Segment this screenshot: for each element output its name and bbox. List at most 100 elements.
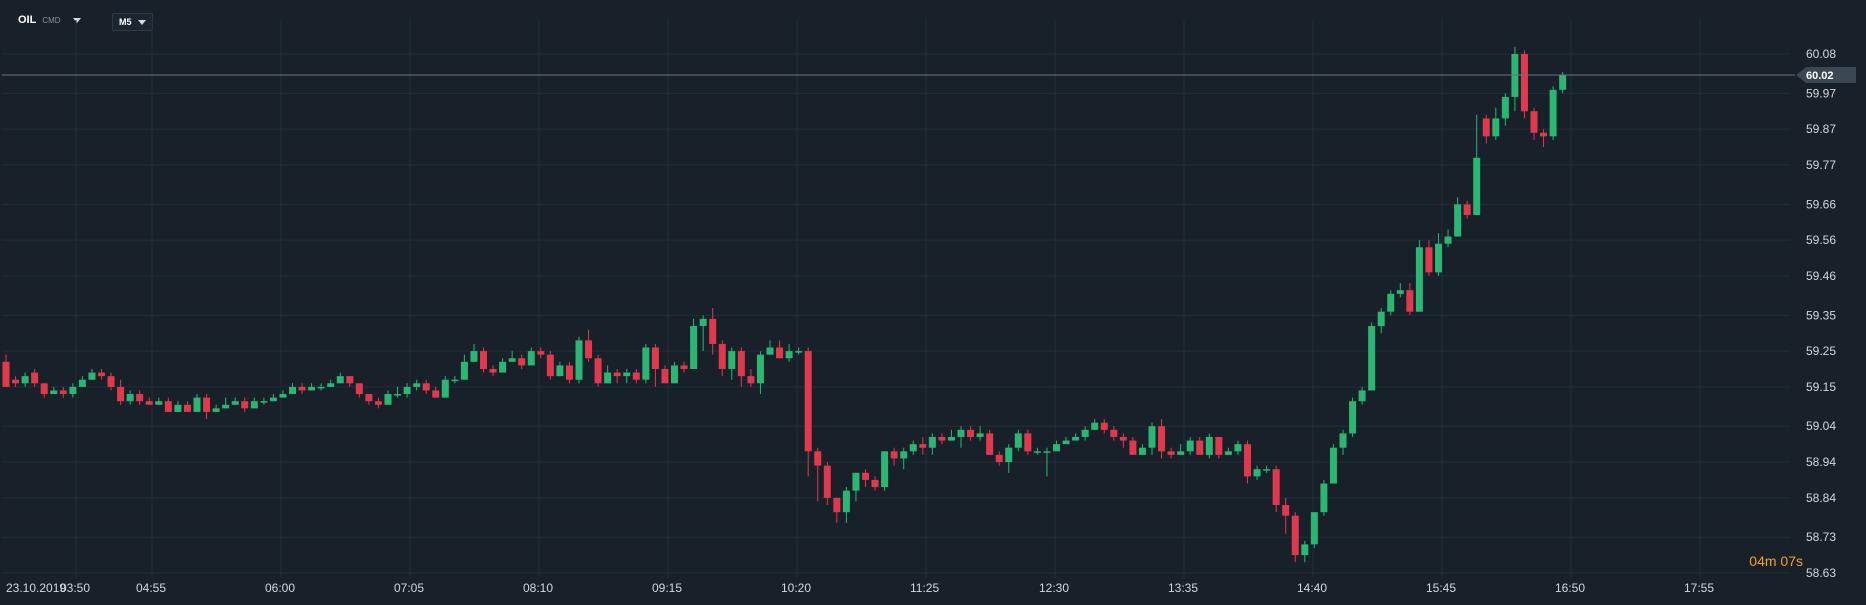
candle-body <box>1196 440 1204 455</box>
candle-body <box>632 372 640 380</box>
candle-body <box>1081 429 1089 437</box>
candle-body <box>12 379 20 384</box>
candle-body <box>747 376 755 384</box>
candle-body <box>909 444 917 452</box>
candle-body <box>1387 293 1395 312</box>
candle <box>1024 429 1032 455</box>
candle-body <box>1005 447 1013 463</box>
candle-body <box>183 404 191 412</box>
candle <box>2 354 10 387</box>
candle <box>785 343 793 362</box>
candle <box>1415 240 1423 312</box>
candle <box>1129 436 1137 455</box>
candle <box>308 383 316 391</box>
candle <box>499 358 507 373</box>
candle-body <box>1024 433 1032 452</box>
candle <box>1444 229 1452 248</box>
x-tick-label: 07:05 <box>394 581 424 595</box>
candle <box>909 440 917 455</box>
candle <box>155 397 163 405</box>
candle <box>842 487 850 523</box>
candle-body <box>336 376 344 384</box>
y-tick-label: 59.66 <box>1806 197 1836 211</box>
candle <box>413 379 421 391</box>
candle <box>661 365 669 384</box>
candle <box>871 476 879 491</box>
candle-body <box>1463 204 1471 216</box>
candle <box>1549 86 1557 140</box>
candle <box>1224 447 1232 455</box>
y-tick-label: 59.04 <box>1806 419 1836 433</box>
candle-body <box>1072 436 1080 441</box>
candle <box>289 383 296 395</box>
symbol-selector[interactable]: OIL CMD <box>18 14 81 26</box>
candle <box>250 397 258 409</box>
candle <box>203 394 211 420</box>
candle <box>957 426 965 448</box>
candle-body <box>480 351 487 369</box>
candle-body <box>174 404 182 412</box>
candle-body <box>833 497 841 513</box>
candle-body <box>623 372 631 377</box>
candle-body <box>145 401 153 405</box>
candle <box>1358 386 1366 405</box>
y-tick-label: 58.84 <box>1806 491 1836 505</box>
candle-body <box>308 386 316 391</box>
candle <box>976 426 984 441</box>
candle-body <box>1110 429 1118 437</box>
candle <box>317 383 325 391</box>
candle <box>737 347 745 387</box>
countdown-minutes-unit: m <box>1764 553 1777 569</box>
symbol-name: OIL <box>18 14 37 26</box>
candle-body <box>823 465 831 498</box>
candle-body <box>88 372 96 380</box>
candle-body <box>1186 440 1194 452</box>
candle-body <box>241 401 249 409</box>
candle-body <box>164 401 172 412</box>
candle <box>890 447 898 466</box>
candle-body <box>365 394 373 402</box>
candle-body <box>508 358 516 362</box>
candle-body <box>1177 451 1185 455</box>
candle-body <box>1244 444 1251 477</box>
candle <box>98 368 105 380</box>
candle <box>1215 436 1223 459</box>
candle <box>900 447 908 470</box>
candle-body <box>518 358 526 366</box>
candle <box>374 397 382 409</box>
candle <box>432 386 440 398</box>
candle-body <box>613 372 621 377</box>
candle-body <box>1033 451 1041 453</box>
candle-body <box>1272 469 1280 505</box>
candle-body <box>1444 236 1452 244</box>
candle-body <box>575 340 583 380</box>
candle-body <box>451 379 459 382</box>
chart-grid <box>2 20 1790 578</box>
candle-body <box>193 397 201 412</box>
candle-body <box>890 451 898 459</box>
candle-body <box>718 343 726 369</box>
candle <box>327 379 335 387</box>
price-axis[interactable]: 60.08 59.97 59.87 59.77 59.66 59.56 59.46 59.35… <box>1806 47 1836 580</box>
x-date-label: 23.10.2019 <box>6 581 66 595</box>
candle-body <box>1396 290 1404 294</box>
candle-body <box>1320 483 1328 513</box>
candle <box>928 433 936 455</box>
candle-body <box>1263 469 1271 471</box>
candle <box>651 343 659 387</box>
candle <box>709 308 717 355</box>
candle <box>537 347 545 359</box>
candle-body <box>594 358 602 384</box>
candle-body <box>117 386 125 402</box>
y-tick-label: 59.56 <box>1806 233 1836 247</box>
candle <box>613 368 621 384</box>
candle <box>1177 444 1185 455</box>
countdown-seconds-unit: s <box>1796 553 1803 569</box>
candle-body <box>78 379 86 387</box>
candle <box>1244 440 1251 484</box>
candle-body <box>222 404 230 409</box>
candle <box>833 497 841 523</box>
candle <box>1263 465 1271 473</box>
